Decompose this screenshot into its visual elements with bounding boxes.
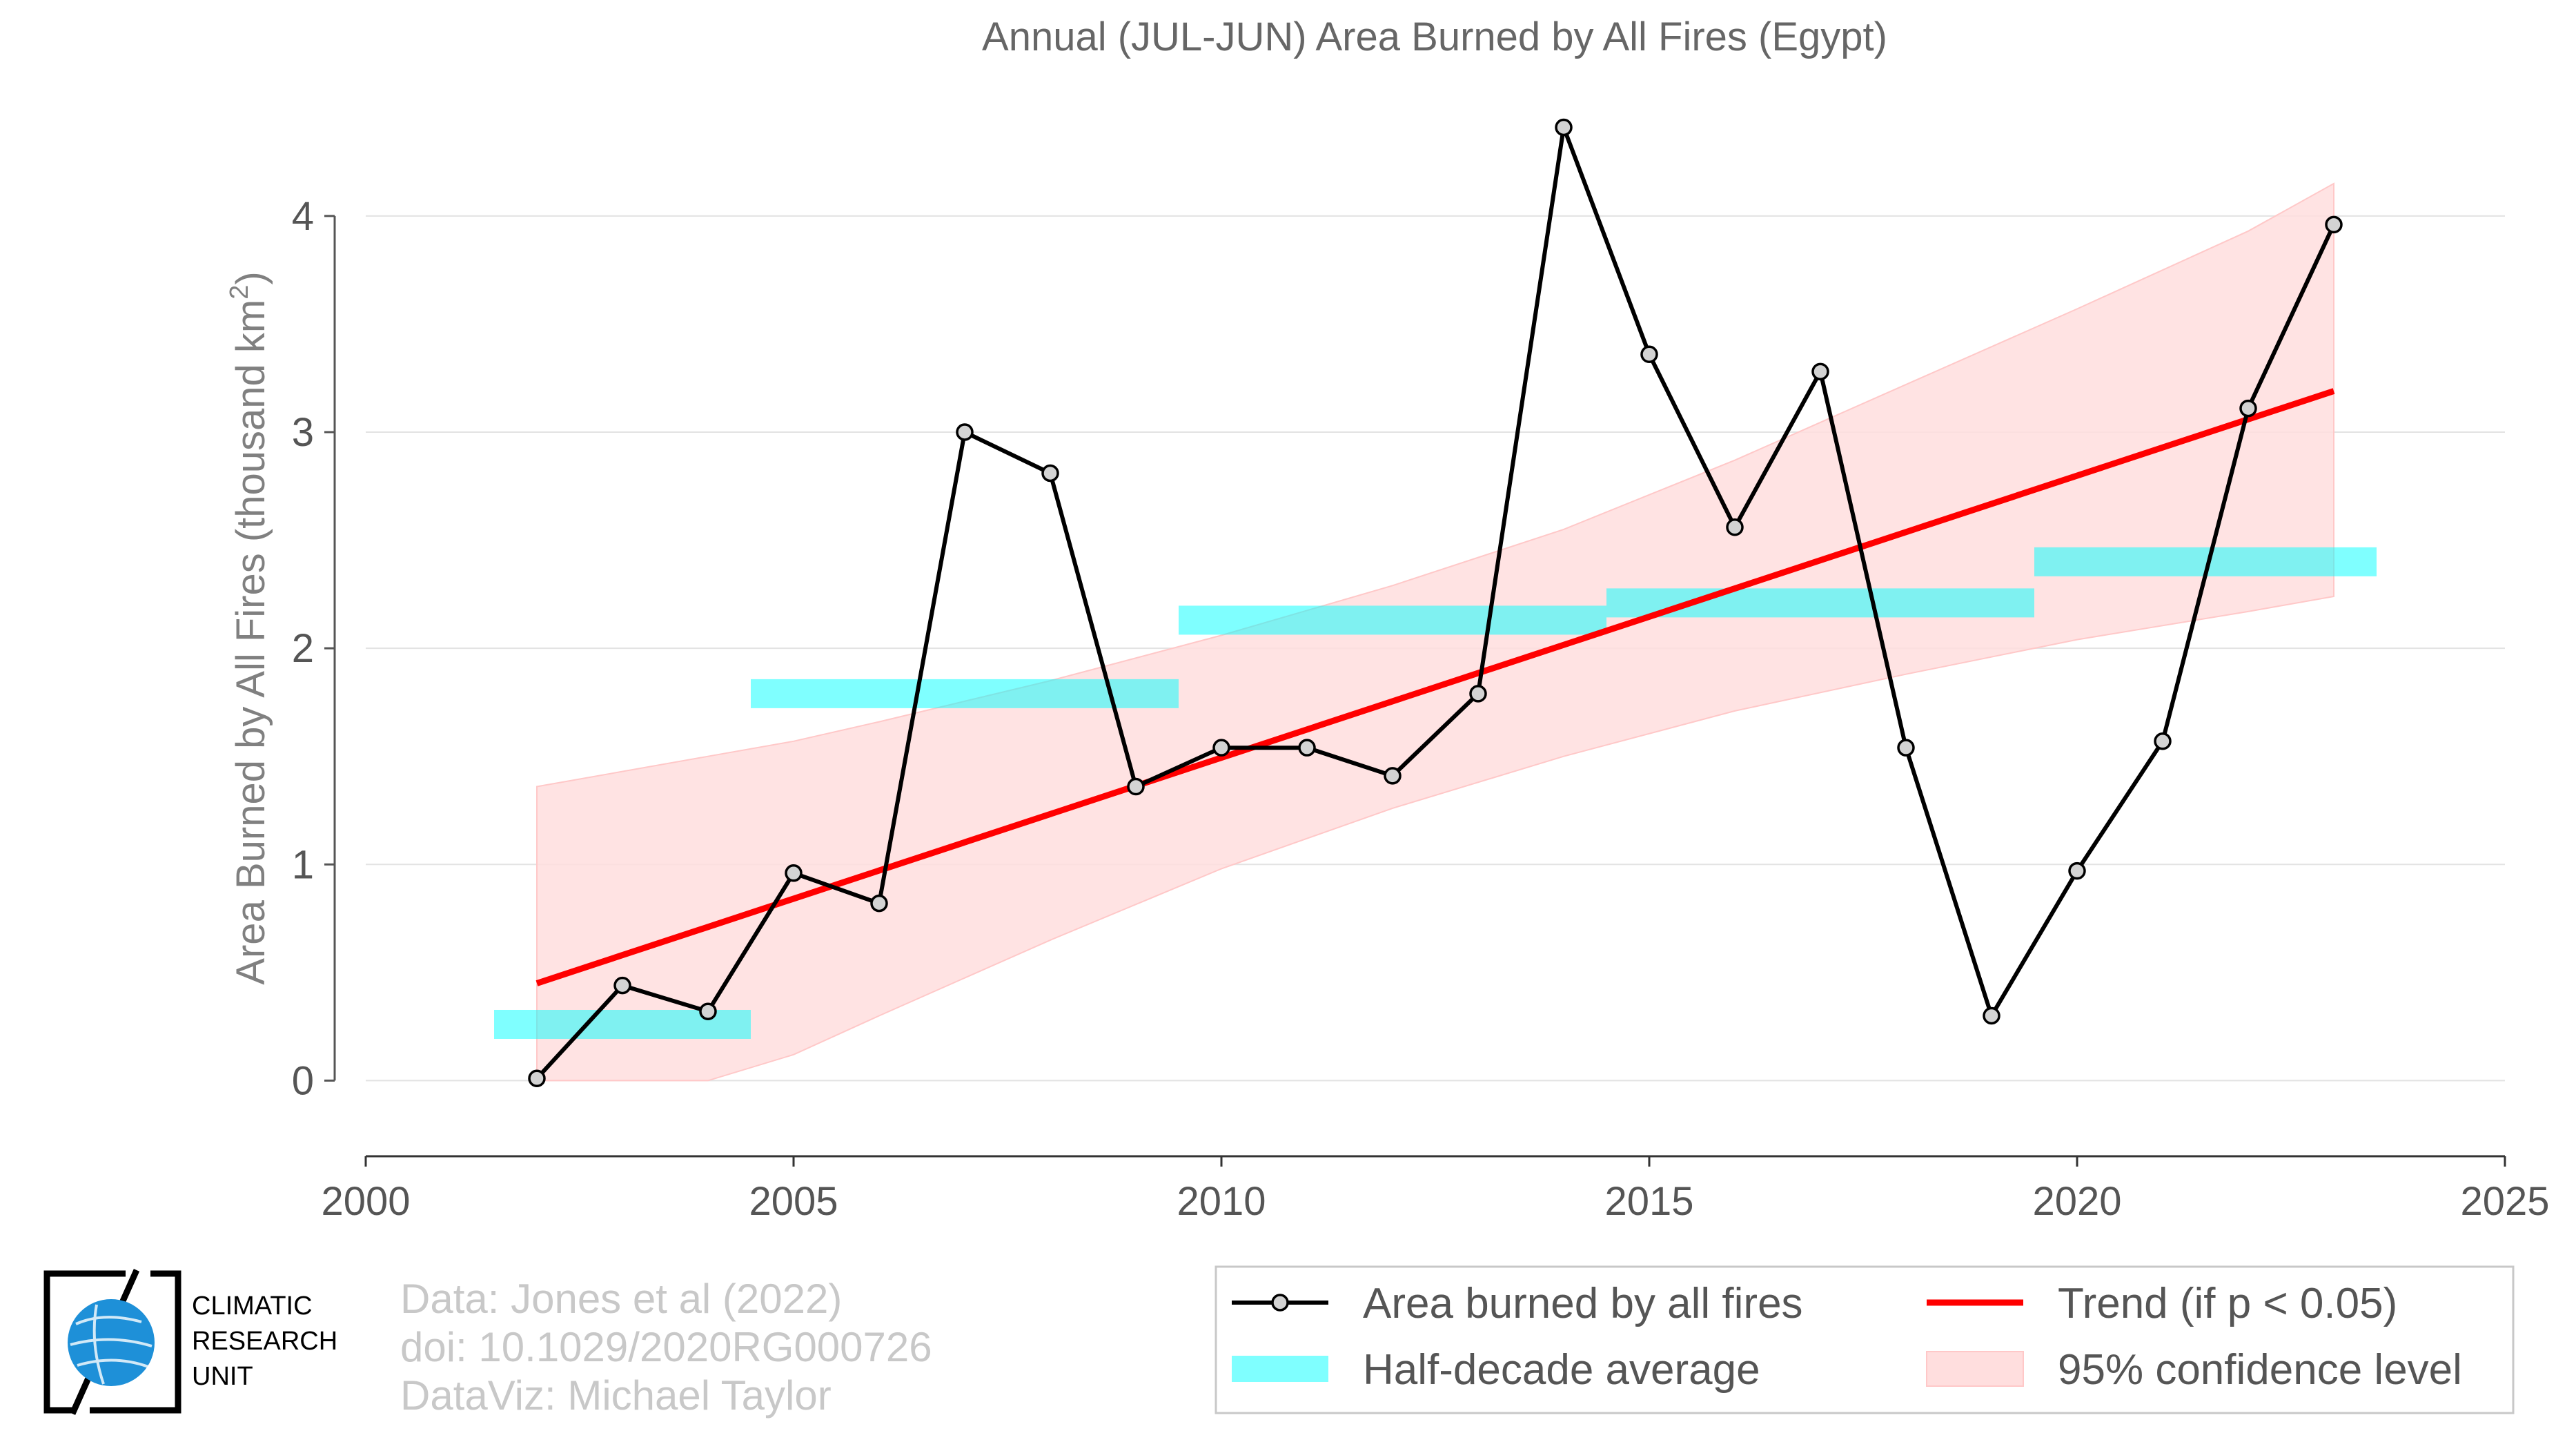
- data-point-2002: [528, 1069, 546, 1088]
- legend-half-decade-swatch: [1232, 1356, 1328, 1382]
- data-point-2016: [1726, 518, 1744, 536]
- data-point-2020: [2068, 861, 2086, 880]
- chart-title: Annual (JUL-JUN) Area Burned by All Fire…: [982, 14, 1887, 59]
- data-point-2004: [699, 1002, 717, 1020]
- axes-layer: 0 1 2 3 4 2000 2005 2010 2015 2020 2025: [292, 194, 2550, 1224]
- data-point-2006: [870, 894, 888, 913]
- data-point-2008: [1041, 464, 1059, 483]
- data-point-2007: [956, 423, 974, 441]
- logo-bracket-left: [43, 1270, 126, 1414]
- logo-text-climatic: CLIMATIC: [192, 1292, 313, 1321]
- credits: Data: Jones et al (2022) doi: 10.1029/20…: [400, 1276, 932, 1419]
- x-tick-label-2025: 2025: [2460, 1179, 2549, 1224]
- trend-layer: [535, 388, 2335, 986]
- data-point-2019: [1983, 1006, 2000, 1025]
- x-tick-label-2000: 2000: [321, 1179, 410, 1224]
- half-decade-layer: [494, 547, 2377, 1039]
- data-point-2015: [1640, 345, 1658, 364]
- y-tick-label-2: 2: [292, 626, 314, 671]
- y-tick-label-3: 3: [292, 410, 314, 455]
- half-decade-bar-2: [1179, 605, 1606, 635]
- legend-series-label: Area burned by all fires: [1363, 1280, 1803, 1327]
- logo-text-unit: UNIT: [192, 1362, 253, 1391]
- data-point-2003: [613, 976, 631, 995]
- x-tick-label-2015: 2015: [1604, 1179, 1693, 1224]
- credits-dataviz: DataViz: Michael Taylor: [400, 1372, 832, 1419]
- series-line-0: [535, 125, 2336, 1080]
- data-point-2021: [2154, 732, 2172, 750]
- legend-box: [1215, 1265, 2515, 1414]
- data-point-2018: [1897, 739, 1915, 757]
- data-point-2011: [1298, 739, 1316, 757]
- half-decade-bar-3: [1606, 588, 2034, 618]
- globe-lines: [70, 1304, 153, 1385]
- credits-doi: doi: 10.1029/2020RG000726: [400, 1324, 932, 1370]
- legend-half-decade-label: Half-decade average: [1363, 1346, 1760, 1394]
- legend: Area burned by all fires Half-decade ave…: [1215, 1265, 2515, 1414]
- cru-logo: CLIMATIC RESEARCH UNIT: [43, 1269, 337, 1415]
- data-point-2014: [1555, 118, 1573, 137]
- logo-text-research: RESEARCH: [192, 1327, 337, 1356]
- y-tick-label-1: 1: [292, 842, 314, 887]
- data-point-2005: [785, 864, 803, 882]
- trend-line: [535, 388, 2335, 986]
- data-point-2023: [2325, 215, 2343, 234]
- x-tick-label-2005: 2005: [749, 1179, 838, 1224]
- x-tick-label-2010: 2010: [1177, 1179, 1266, 1224]
- logo-bracket-right: [90, 1270, 181, 1414]
- data-point-2010: [1212, 739, 1230, 757]
- data-point-2017: [1811, 362, 1829, 381]
- legend-trend-label: Trend (if p < 0.05): [2058, 1280, 2397, 1327]
- data-point-2022: [2239, 399, 2257, 418]
- y-axis-label: Area Burned by All Fires (thousand km2): [225, 271, 273, 984]
- y-tick-label-0: 0: [292, 1058, 314, 1103]
- series-layer: [528, 118, 2343, 1088]
- legend-series-marker: [1271, 1294, 1289, 1312]
- credits-data: Data: Jones et al (2022): [400, 1276, 842, 1322]
- legend-ci-label: 95% confidence level: [2058, 1346, 2462, 1394]
- y-tick-label-4: 4: [292, 194, 314, 239]
- data-point-2009: [1127, 777, 1145, 796]
- data-point-2013: [1469, 685, 1487, 703]
- x-tick-label-2020: 2020: [2032, 1179, 2121, 1224]
- data-point-2012: [1384, 767, 1402, 785]
- legend-ci-swatch: [1926, 1351, 2024, 1387]
